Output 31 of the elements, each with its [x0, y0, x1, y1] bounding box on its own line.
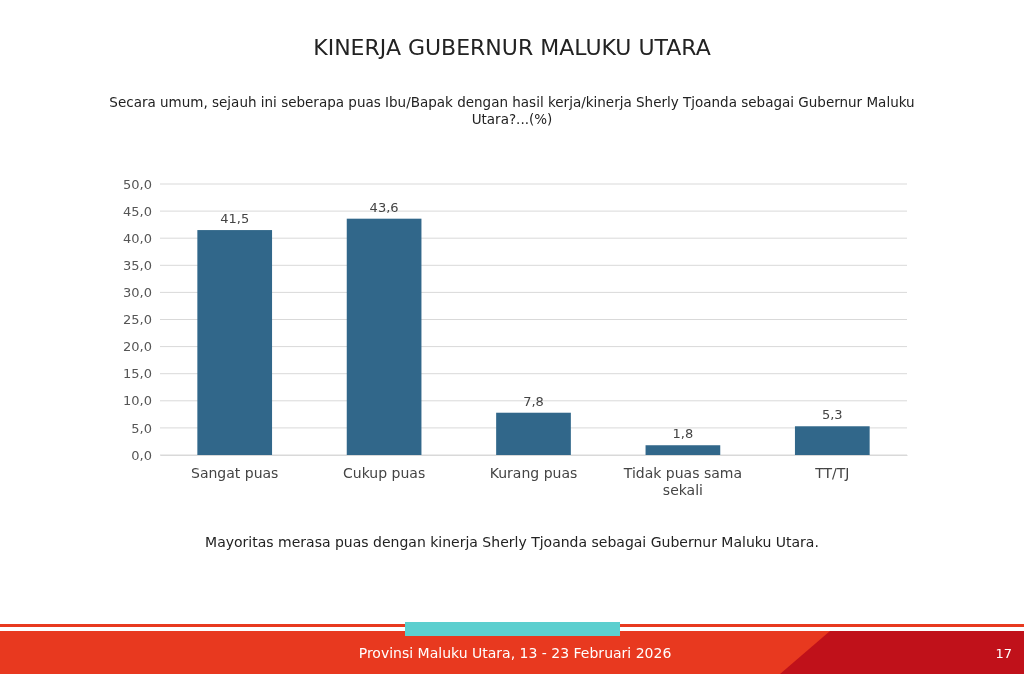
data-label: 41,5 — [220, 211, 250, 227]
bar — [346, 218, 422, 455]
chart-subtitle: Secara umum, sejauh ini seberapa puas Ibu/Bapak dengan hasil kerja/kinerja Sherly Tjoanda sebagai Gubernur Maluku Utara?...(%) — [109, 94, 915, 127]
chart-title: KINERJA GUBERNUR MALUKU UTARA — [313, 35, 711, 60]
x-tick-label: Kurang puas — [489, 464, 578, 481]
y-tick-label: 40,0 — [123, 230, 152, 246]
y-tick-label: 15,0 — [123, 366, 152, 382]
y-tick-label: 25,0 — [123, 312, 152, 328]
y-tick-label: 0,0 — [131, 447, 152, 463]
y-tick-label: 30,0 — [123, 285, 152, 301]
y-tick-label: 35,0 — [123, 257, 152, 273]
y-tick-label: 50,0 — [123, 176, 152, 192]
bar — [496, 412, 571, 455]
text: Mayoritas merasa puas dengan kinerja Sherly Tjoanda sebagai Gubernur Maluku Utara. — [205, 534, 819, 550]
y-tick-label: 5,0 — [131, 420, 152, 436]
data-label: 7,8 — [523, 393, 544, 409]
bar — [794, 426, 870, 455]
x-tick-label: Cukup puas — [343, 464, 426, 481]
data-label: 5,3 — [821, 407, 843, 423]
data-label: 1,8 — [672, 426, 694, 442]
y-tick-label: 10,0 — [123, 393, 152, 409]
bar — [197, 230, 273, 455]
y-tick-label: 20,0 — [123, 339, 152, 355]
text: Provinsi Maluku Utara, 13 - 23 Februari 2026 — [358, 645, 672, 661]
x-tick-label: Sangat puas — [191, 464, 279, 481]
x-tick-label: Tidak puas sama sekali — [622, 464, 743, 498]
bar — [645, 445, 721, 455]
data-label: 43,6 — [369, 199, 399, 215]
text: 17 — [995, 646, 1012, 661]
y-tick-label: 45,0 — [123, 203, 152, 219]
x-tick-label: TT/TJ — [814, 464, 850, 481]
